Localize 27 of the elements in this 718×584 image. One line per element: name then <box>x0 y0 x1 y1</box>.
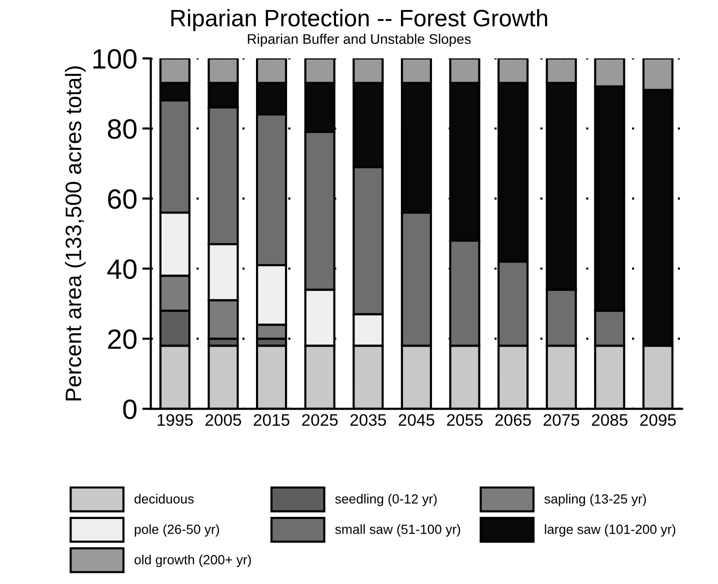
y-tick-label: 60 <box>108 189 136 209</box>
x-tick-label: 1995 <box>158 414 193 426</box>
x-tick-label: 2035 <box>350 414 386 426</box>
legend-label: old growth (200+ yr) <box>134 554 251 568</box>
legend-label: seedling (0-12 yr) <box>335 494 437 506</box>
x-tick-label: 2015 <box>254 414 290 426</box>
legend-label: pole (26-50 yr) <box>134 524 219 537</box>
y-axis-title: Percent area (133,500 acres total) <box>64 66 86 400</box>
y-tick-label: 0 <box>123 399 136 420</box>
legend-label: deciduous <box>134 494 194 504</box>
x-tick-label: 2055 <box>447 414 483 426</box>
y-tick-label: 40 <box>107 259 136 279</box>
legend-label: sapling (13-25 yr) <box>544 494 646 506</box>
y-tick-label: 20 <box>108 329 136 350</box>
x-tick-label: 2095 <box>640 414 676 426</box>
legend-label: large saw (101-200 yr) <box>544 524 676 537</box>
chart-subtitle: Riparian Buffer and Unstable Slopes <box>248 34 471 47</box>
x-tick-label: 2085 <box>592 414 628 426</box>
x-tick-label: 2025 <box>302 414 338 426</box>
x-tick-label: 2005 <box>206 414 242 426</box>
legend-label: small saw (51-100 yr) <box>335 524 460 537</box>
x-tick-label: 2045 <box>398 414 434 426</box>
y-tick-label: 80 <box>108 119 136 139</box>
chart-title: Riparian Protection -- Forest Growth <box>171 9 548 32</box>
x-tick-label: 2065 <box>495 414 531 426</box>
y-tick-label: 100 <box>93 49 137 69</box>
x-tick-label: 2075 <box>544 414 580 426</box>
